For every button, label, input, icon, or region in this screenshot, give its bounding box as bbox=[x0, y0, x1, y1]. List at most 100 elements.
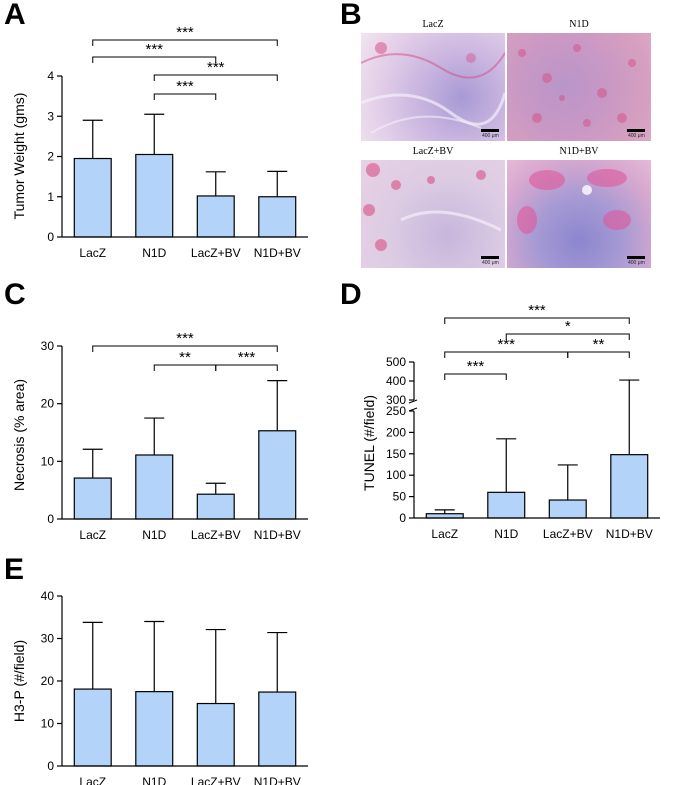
x-tick-label: LacZ bbox=[431, 527, 458, 541]
y-tick-label: 40 bbox=[41, 589, 55, 603]
y-tick-label: 20 bbox=[41, 674, 55, 688]
micrograph-title: N1D bbox=[569, 19, 589, 30]
y-tick-label: 20 bbox=[41, 397, 55, 411]
micrograph-image: 400 μm bbox=[361, 160, 505, 268]
y-axis-title: Necrosis (% area) bbox=[11, 379, 27, 491]
y-tick-label: 500 bbox=[386, 355, 406, 369]
significance-bracket bbox=[92, 39, 278, 46]
y-tick-label: 10 bbox=[41, 454, 55, 468]
micrograph-title: LacZ bbox=[422, 19, 444, 30]
significance-bracket bbox=[567, 351, 630, 358]
scale-label: 400 μm bbox=[628, 260, 645, 266]
panel-label-b: B bbox=[340, 0, 362, 31]
micrograph-title: N1D+BV bbox=[559, 146, 599, 157]
significance-label: *** bbox=[497, 336, 515, 353]
y-tick-label: 0 bbox=[47, 230, 54, 244]
y-tick-label: 30 bbox=[41, 632, 55, 646]
bar bbox=[135, 153, 174, 238]
panel-label-d: D bbox=[340, 278, 362, 311]
x-tick-label: N1D bbox=[142, 775, 166, 785]
x-tick-label: LacZ bbox=[79, 528, 106, 542]
micrograph-image: 400 μm bbox=[507, 160, 651, 268]
x-tick-label: LacZ+BV bbox=[191, 246, 241, 260]
x-tick-label: N1D bbox=[142, 246, 166, 260]
bar bbox=[258, 430, 297, 520]
bar bbox=[135, 691, 174, 767]
significance-label: * bbox=[565, 318, 571, 335]
significance-label: *** bbox=[145, 41, 163, 58]
y-axis-title: H3-P (#/field) bbox=[11, 640, 27, 722]
bar bbox=[196, 702, 235, 767]
bar bbox=[548, 499, 587, 519]
y-tick-label: 0 bbox=[47, 512, 54, 526]
micrograph-image: 400 μm bbox=[507, 33, 651, 141]
x-tick-label: LacZ+BV bbox=[191, 775, 241, 785]
significance-label: *** bbox=[176, 78, 194, 95]
panel-label-a: A bbox=[4, 0, 26, 31]
y-tick-label: 30 bbox=[41, 339, 55, 353]
tumor-weight-chart: 0 1 2 3 4 LacZ N1D LacZ+BV N1D+BV *** *** *** *** Tum… bbox=[11, 24, 308, 260]
significance-label: *** bbox=[207, 59, 225, 76]
axis-break-mark bbox=[408, 399, 418, 404]
bar bbox=[487, 491, 526, 519]
scale-label: 400 μm bbox=[482, 260, 499, 266]
y-tick-label: 400 bbox=[386, 374, 406, 388]
y-tick-label: 4 bbox=[47, 69, 54, 83]
bar bbox=[196, 493, 235, 520]
y-tick-label: 50 bbox=[393, 490, 407, 504]
y-tick-label: 250 bbox=[386, 404, 406, 418]
significance-bracket bbox=[153, 93, 217, 100]
y-tick-label: 1 bbox=[47, 190, 54, 204]
y-tick-label: 10 bbox=[41, 717, 55, 731]
significance-label: *** bbox=[528, 302, 546, 319]
y-tick-label: 150 bbox=[386, 447, 406, 461]
panel-label-c: C bbox=[4, 278, 26, 311]
significance-bracket bbox=[505, 333, 630, 340]
significance-label: ** bbox=[593, 336, 605, 353]
bar bbox=[135, 454, 174, 520]
bar bbox=[610, 454, 649, 519]
bar bbox=[73, 688, 112, 767]
scale-bar bbox=[627, 256, 645, 259]
y-axis-title: TUNEL (#/field) bbox=[361, 395, 377, 491]
micrograph-title: LacZ+BV bbox=[412, 146, 454, 157]
significance-bracket bbox=[153, 74, 278, 81]
significance-label: *** bbox=[467, 358, 485, 375]
y-tick-label: 300 bbox=[386, 393, 406, 407]
tissue-texture bbox=[518, 44, 636, 127]
tissue-texture bbox=[517, 169, 631, 234]
x-tick-label: N1D bbox=[494, 527, 518, 541]
bar bbox=[73, 477, 112, 520]
bar bbox=[196, 195, 235, 238]
scale-label: 400 μm bbox=[628, 133, 645, 139]
x-tick-label: N1D+BV bbox=[254, 775, 301, 785]
scale-label: 400 μm bbox=[482, 133, 499, 139]
significance-bracket bbox=[92, 345, 278, 352]
significance-label: *** bbox=[176, 330, 194, 347]
significance-bracket bbox=[92, 56, 217, 63]
micrograph-image: 400 μm bbox=[361, 33, 505, 141]
x-tick-label: LacZ bbox=[79, 775, 106, 785]
x-tick-label: LacZ+BV bbox=[191, 528, 241, 542]
x-tick-label: N1D bbox=[142, 528, 166, 542]
x-tick-label: N1D+BV bbox=[254, 246, 301, 260]
significance-label: *** bbox=[238, 349, 256, 366]
panel-label-e: E bbox=[4, 553, 25, 586]
y-tick-label: 0 bbox=[47, 759, 54, 773]
x-tick-label: LacZ bbox=[79, 246, 106, 260]
bar bbox=[258, 196, 297, 238]
tissue-texture bbox=[363, 163, 502, 251]
scale-bar bbox=[627, 129, 645, 132]
x-tick-label: N1D+BV bbox=[606, 527, 653, 541]
y-tick-label: 3 bbox=[47, 109, 54, 123]
significance-bracket bbox=[444, 373, 507, 380]
bar bbox=[258, 691, 297, 767]
significance-label: ** bbox=[179, 349, 191, 366]
significance-bracket bbox=[444, 317, 630, 324]
y-tick-label: 100 bbox=[386, 468, 406, 482]
bar bbox=[73, 157, 112, 238]
x-tick-label: LacZ+BV bbox=[543, 527, 593, 541]
bar bbox=[425, 513, 464, 519]
y-tick-label: 200 bbox=[386, 425, 406, 439]
